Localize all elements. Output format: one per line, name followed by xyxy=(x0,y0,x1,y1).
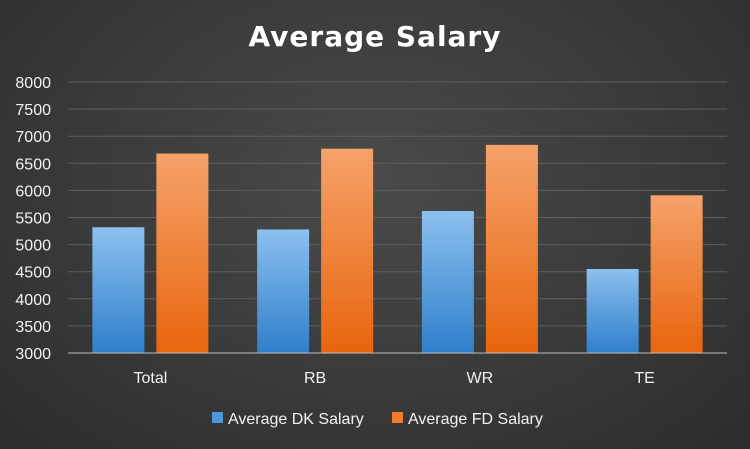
y-tick-label: 5500 xyxy=(15,211,51,228)
bar-rb-dk xyxy=(257,229,310,353)
y-tick-label: 8000 xyxy=(15,75,51,92)
y-tick-label: 3500 xyxy=(15,319,51,336)
bar-total-fd xyxy=(156,153,209,353)
legend[interactable]: Average DK Salary Average FD Salary xyxy=(212,411,543,428)
y-tick-label: 6500 xyxy=(15,156,51,173)
bar-te-dk xyxy=(586,268,639,353)
legend-label: Average DK Salary xyxy=(228,411,364,428)
legend-swatch xyxy=(212,412,223,423)
x-category-label: Total xyxy=(133,370,167,387)
legend-swatch xyxy=(392,412,403,423)
y-tick-label: 7000 xyxy=(15,129,51,146)
y-tick-label: 5000 xyxy=(15,238,51,255)
y-tick-label: 6000 xyxy=(15,183,51,200)
bar-total-dk xyxy=(92,227,145,353)
bar-te-fd xyxy=(650,195,703,353)
bars xyxy=(92,144,703,353)
legend-item-dk[interactable]: Average DK Salary xyxy=(212,411,364,428)
bar-wr-fd xyxy=(485,144,538,353)
y-tick-label: 7500 xyxy=(15,102,51,119)
legend-item-fd[interactable]: Average FD Salary xyxy=(392,411,543,428)
y-tick-label: 4500 xyxy=(15,265,51,282)
y-axis-ticks: 3000 3500 4000 4500 5000 5500 6000 6500 7000 7500… xyxy=(15,75,51,363)
chart-title: Average Salary xyxy=(248,20,501,53)
x-category-label: TE xyxy=(634,370,654,387)
x-category-label: RB xyxy=(304,370,326,387)
x-axis-categories: Total RB WR TE xyxy=(133,370,654,387)
bar-rb-fd xyxy=(321,148,374,353)
y-tick-label: 4000 xyxy=(15,292,51,309)
legend-label: Average FD Salary xyxy=(408,411,543,428)
bar-wr-dk xyxy=(421,210,474,353)
y-tick-label: 3000 xyxy=(15,346,51,363)
x-category-label: WR xyxy=(467,370,494,387)
